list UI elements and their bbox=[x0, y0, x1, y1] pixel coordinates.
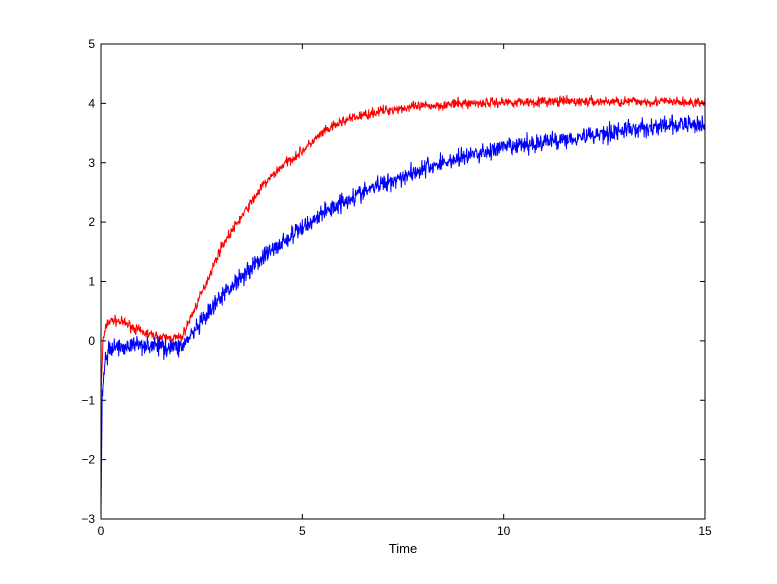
y-tick-label: −1 bbox=[81, 393, 95, 407]
series-layer bbox=[100, 94, 706, 514]
x-tick-label: 10 bbox=[497, 524, 511, 538]
x-axis-title: Time bbox=[389, 541, 417, 556]
ticks-layer: 0 5 10 15 −3 −2 −1 0 1 2 3 4 5 bbox=[81, 37, 712, 538]
x-tick-label: 15 bbox=[698, 524, 712, 538]
x-tick-label: 5 bbox=[299, 524, 306, 538]
series-line-1 bbox=[100, 94, 706, 395]
y-tick-label: 1 bbox=[88, 275, 95, 289]
series-line-2 bbox=[100, 114, 706, 514]
y-tick-label: 0 bbox=[88, 334, 95, 348]
y-tick-label: 3 bbox=[88, 156, 95, 170]
plot-area bbox=[101, 44, 705, 519]
x-tick-label: 0 bbox=[98, 524, 105, 538]
y-tick-label: −3 bbox=[81, 512, 95, 526]
y-tick-label: −2 bbox=[81, 453, 95, 467]
y-tick-label: 2 bbox=[88, 215, 95, 229]
y-tick-label: 4 bbox=[88, 96, 95, 110]
y-tick-label: 5 bbox=[88, 37, 95, 51]
